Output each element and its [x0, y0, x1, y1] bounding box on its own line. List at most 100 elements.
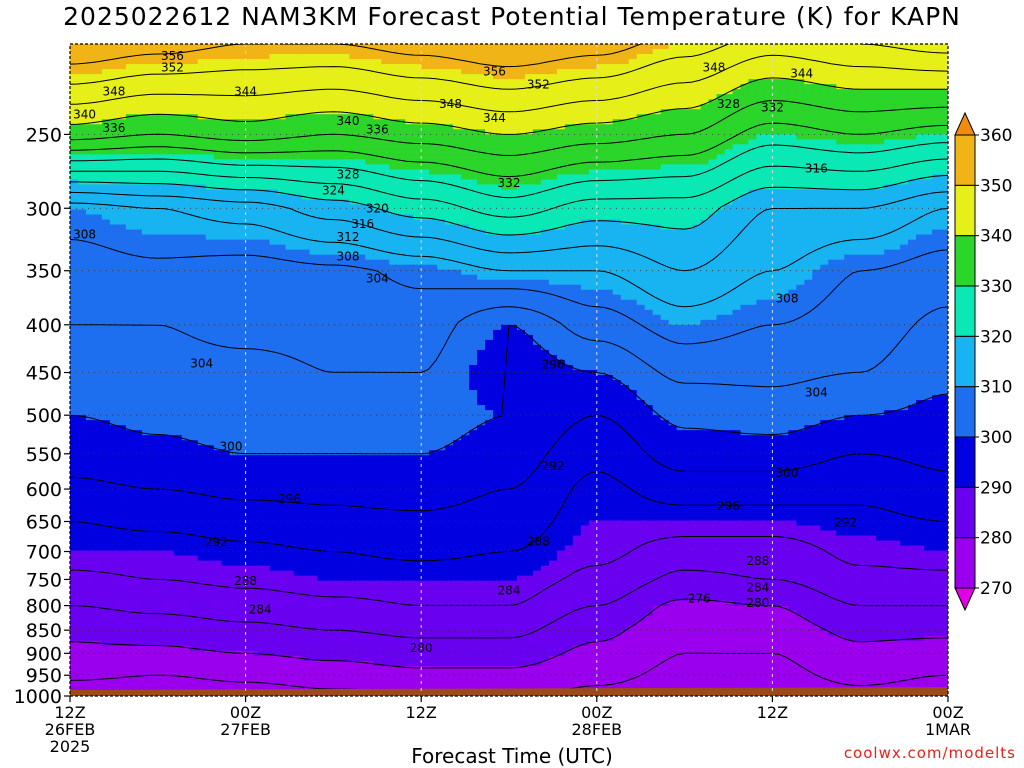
field-cell — [301, 159, 311, 165]
field-cell — [109, 89, 119, 95]
field-cell — [828, 204, 837, 211]
field-cell — [429, 69, 438, 75]
field-cell — [493, 139, 502, 145]
field-cell — [349, 109, 358, 115]
field-cell — [277, 134, 287, 140]
field-cell — [812, 229, 821, 236]
field-cell — [117, 269, 127, 276]
field-cell — [85, 174, 95, 181]
field-cell — [157, 229, 167, 236]
field-cell — [716, 234, 726, 241]
field-cell — [716, 159, 726, 165]
field-cell — [349, 204, 358, 211]
field-cell — [509, 149, 518, 155]
field-cell — [157, 194, 167, 201]
field-cell — [181, 169, 191, 175]
field-cell — [277, 99, 287, 105]
field-cell — [564, 44, 574, 50]
field-cell — [77, 84, 87, 90]
field-cell — [133, 269, 143, 276]
field-cell — [812, 249, 821, 256]
field-cell — [908, 209, 917, 216]
field-cell — [485, 169, 494, 175]
field-cell — [149, 169, 159, 175]
field-cell — [349, 64, 358, 70]
field-cell — [85, 114, 95, 120]
field-cell — [349, 269, 358, 276]
field-cell — [580, 199, 590, 206]
field-cell — [636, 129, 646, 135]
field-cell — [205, 59, 215, 65]
field-cell — [708, 44, 718, 50]
field-cell — [676, 79, 686, 85]
field-cell — [477, 134, 486, 140]
field-cell — [317, 114, 327, 120]
field-cell — [708, 49, 718, 55]
field-cell — [852, 44, 861, 50]
field-cell — [588, 69, 598, 75]
field-cell — [844, 259, 853, 266]
field-cell — [692, 44, 702, 50]
field-cell — [261, 124, 271, 130]
field-cell — [612, 259, 622, 266]
field-cell — [133, 74, 143, 80]
field-cell — [932, 154, 941, 160]
field-cell — [684, 209, 694, 216]
field-cell — [477, 94, 486, 100]
field-cell — [181, 79, 191, 85]
field-cell — [165, 119, 175, 125]
field-cell — [660, 229, 670, 236]
field-cell — [237, 149, 247, 155]
field-cell — [413, 114, 422, 120]
field-cell — [317, 159, 327, 165]
field-cell — [277, 214, 287, 221]
field-cell — [109, 244, 119, 251]
field-cell — [820, 109, 829, 115]
field-cell — [652, 54, 662, 60]
field-cell — [421, 199, 430, 206]
field-cell — [900, 139, 909, 145]
field-cell — [349, 79, 358, 85]
field-cell — [588, 264, 598, 271]
field-cell — [341, 239, 350, 246]
field-cell — [477, 99, 486, 105]
field-cell — [149, 79, 159, 85]
field-cell — [229, 264, 239, 271]
field-cell — [149, 204, 159, 211]
field-cell — [716, 79, 726, 85]
field-cell — [509, 94, 518, 100]
field-cell — [373, 189, 382, 196]
field-cell — [77, 54, 87, 60]
field-cell — [860, 84, 869, 90]
field-cell — [556, 109, 566, 115]
field-cell — [860, 254, 869, 261]
field-cell — [413, 189, 422, 196]
field-cell — [788, 199, 797, 206]
field-cell — [397, 234, 406, 241]
field-cell — [309, 199, 319, 206]
field-cell — [101, 229, 111, 236]
field-cell — [333, 214, 342, 221]
field-cell — [620, 109, 630, 115]
field-cell — [580, 249, 590, 256]
field-cell — [612, 219, 622, 226]
field-cell — [109, 79, 119, 85]
field-cell — [237, 89, 247, 95]
field-cell — [365, 249, 374, 256]
field-cell — [548, 169, 558, 175]
field-cell — [237, 214, 247, 221]
field-cell — [317, 144, 327, 150]
field-cell — [421, 89, 430, 95]
field-cell — [205, 94, 215, 100]
field-cell — [277, 109, 287, 115]
field-cell — [780, 89, 789, 95]
field-cell — [373, 119, 382, 125]
field-cell — [588, 149, 598, 155]
field-cell — [940, 89, 948, 95]
field-cell — [764, 254, 773, 261]
field-cell — [572, 44, 582, 50]
field-cell — [908, 224, 917, 231]
field-cell — [477, 254, 486, 261]
field-cell — [357, 229, 366, 236]
field-cell — [620, 144, 630, 150]
